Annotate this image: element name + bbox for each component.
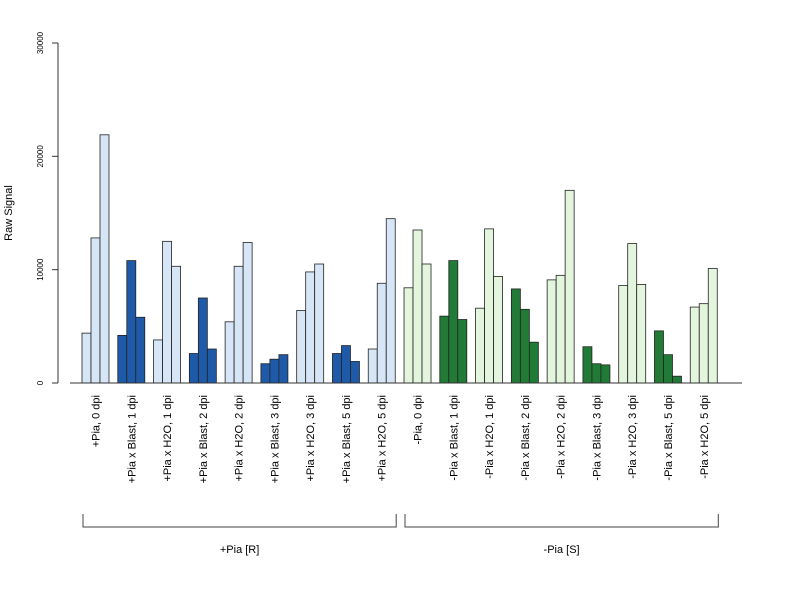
x-tick-label: +Pia x Blast, 3 dpi xyxy=(269,395,281,483)
group-label: -Pia [S] xyxy=(544,544,580,556)
bar xyxy=(439,315,450,384)
bar xyxy=(233,265,244,384)
bar xyxy=(224,321,235,384)
bar xyxy=(260,363,271,384)
axes-layer: 0 10000 20000 30000 xyxy=(36,31,742,385)
bar xyxy=(412,229,423,384)
bar xyxy=(484,228,494,384)
bar xyxy=(90,237,101,384)
bar xyxy=(457,319,468,384)
bar xyxy=(663,354,673,384)
x-tick-label: -Pia x H2O, 3 dpi xyxy=(627,395,639,479)
bar xyxy=(314,263,325,384)
group-bracket xyxy=(82,514,397,528)
bar xyxy=(350,361,360,384)
bar xyxy=(591,363,602,384)
bar xyxy=(332,353,342,384)
x-tick-label: +Pia x Blast, 5 dpi xyxy=(341,395,353,483)
y-tick-label: 30000 xyxy=(36,31,45,54)
bar xyxy=(385,218,396,384)
bar xyxy=(555,274,566,384)
x-tick-label: -Pia x Blast, 5 dpi xyxy=(663,395,675,481)
bar xyxy=(519,308,530,384)
x-tick-labels: +Pia, 0 dpi +Pia x Blast, 1 dpi +Pia x H2O… xyxy=(91,395,711,483)
x-tick-label: +Pia x H2O, 3 dpi xyxy=(305,395,317,482)
bar xyxy=(493,276,503,384)
x-tick-label: +Pia x Blast, 1 dpi xyxy=(126,395,138,483)
bar xyxy=(305,271,316,384)
y-tick-label: 0 xyxy=(36,380,45,385)
bar xyxy=(689,306,700,384)
bar xyxy=(636,283,647,384)
bar xyxy=(81,332,92,384)
bar xyxy=(672,375,682,384)
group-brackets: +Pia [R] -Pia [S] xyxy=(82,514,719,556)
bar xyxy=(269,358,280,384)
x-tick-label: -Pia x H2O, 2 dpi xyxy=(556,395,568,479)
bar xyxy=(403,287,414,384)
bar xyxy=(278,354,289,384)
bar xyxy=(600,364,611,384)
x-tick-label: +Pia x H2O, 2 dpi xyxy=(234,395,246,482)
bar xyxy=(546,279,557,384)
bar xyxy=(242,242,253,384)
x-tick-label: -Pia x Blast, 2 dpi xyxy=(520,395,532,481)
bar xyxy=(564,189,575,384)
bar xyxy=(475,307,485,384)
bar xyxy=(510,288,521,384)
x-tick-label: -Pia x H2O, 5 dpi xyxy=(699,395,711,479)
bar xyxy=(698,303,709,384)
bar xyxy=(528,341,539,384)
bar xyxy=(135,316,146,384)
bar xyxy=(126,260,137,384)
bar xyxy=(618,285,629,384)
y-axis-label: Raw Signal xyxy=(3,185,15,241)
bar xyxy=(582,346,593,384)
x-tick-label: +Pia x H2O, 1 dpi xyxy=(162,395,174,482)
x-tick-label: -Pia x H2O, 1 dpi xyxy=(484,395,496,479)
bar xyxy=(206,348,217,384)
bar xyxy=(707,268,718,384)
group-label: +Pia [R] xyxy=(220,544,259,556)
bar xyxy=(448,260,459,384)
bar xyxy=(99,134,110,384)
bar xyxy=(188,353,199,384)
x-tick-label: -Pia x Blast, 1 dpi xyxy=(448,395,460,481)
bar xyxy=(654,330,664,384)
bar xyxy=(367,348,378,384)
group-bracket xyxy=(404,514,719,528)
bar xyxy=(162,240,172,384)
bar xyxy=(421,263,432,384)
x-tick-label: +Pia, 0 dpi xyxy=(91,395,103,447)
bar xyxy=(171,265,181,384)
x-tick-label: +Pia x Blast, 2 dpi xyxy=(198,395,210,483)
bar xyxy=(341,345,351,384)
x-tick-label: -Pia x Blast, 3 dpi xyxy=(591,395,603,481)
y-tick-label: 10000 xyxy=(36,258,45,281)
x-tick-label: -Pia, 0 dpi xyxy=(413,395,425,445)
y-tick-label: 20000 xyxy=(36,145,45,168)
bar xyxy=(296,310,307,384)
bar xyxy=(627,243,638,384)
bar xyxy=(153,339,163,384)
bars-layer xyxy=(81,134,718,384)
bar xyxy=(117,334,128,384)
bar xyxy=(376,282,387,384)
x-tick-label: +Pia x H2O, 5 dpi xyxy=(377,395,389,482)
bar xyxy=(197,297,208,384)
